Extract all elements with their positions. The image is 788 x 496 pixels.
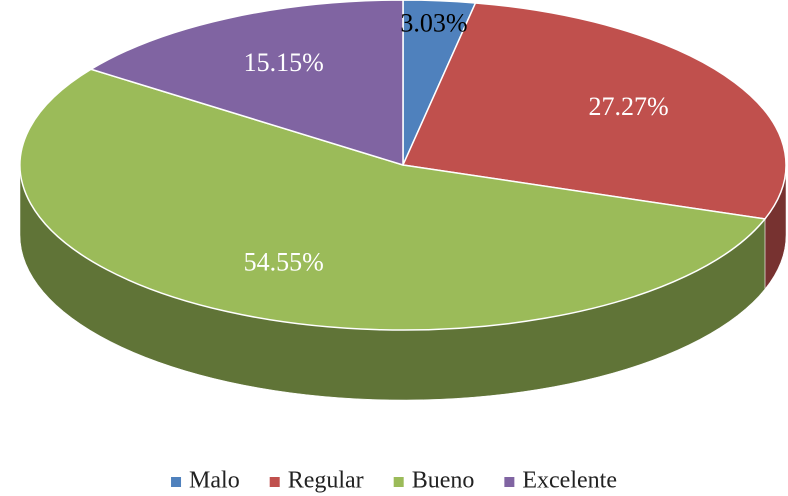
data-label: 15.15% (244, 48, 324, 77)
legend-swatch (171, 477, 182, 487)
data-label: 3.03% (400, 8, 467, 37)
slice (401, 2, 787, 220)
data-label: 27.27% (588, 92, 668, 121)
legend-label: Regular (288, 468, 364, 494)
legend-swatch (393, 477, 404, 487)
legend-swatch (269, 477, 280, 487)
legend-label: Bueno (412, 468, 475, 494)
legend-label: Excelente (522, 468, 617, 494)
legend-swatch (504, 477, 515, 487)
legend-label: Malo (189, 468, 240, 494)
slice (89, 0, 404, 167)
slice (19, 68, 767, 331)
data-label: 54.55% (244, 248, 324, 277)
